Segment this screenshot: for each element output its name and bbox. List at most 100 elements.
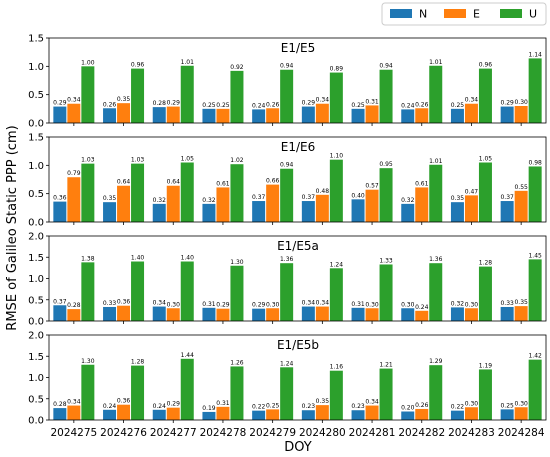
bar-value-label: 0.28 [153, 100, 167, 107]
bar-n [53, 305, 67, 321]
bar-e [166, 185, 180, 222]
bar-value-label: 0.30 [514, 400, 528, 407]
bar-e [464, 195, 478, 222]
bar-u [528, 166, 542, 222]
bar-value-label: 0.29 [500, 100, 514, 107]
x-tick-label: 2024276 [100, 427, 147, 439]
bar-value-label: 1.40 [131, 255, 145, 262]
bar-u [81, 364, 95, 420]
bar-e [415, 408, 429, 420]
bar-u [230, 366, 244, 420]
bar-u [180, 261, 194, 321]
bar-value-label: 0.29 [167, 401, 181, 408]
bar-value-label: 0.25 [216, 102, 230, 109]
x-tick-label: 2024284 [498, 427, 545, 439]
bar-value-label: 0.29 [302, 100, 316, 107]
bar-u [379, 69, 393, 123]
x-axis-label: DOY [284, 440, 312, 455]
bar-value-label: 0.61 [415, 180, 429, 187]
bar-u [329, 268, 343, 321]
bar-value-label: 1.03 [81, 157, 95, 164]
bar-value-label: 1.01 [429, 158, 443, 165]
bar-value-label: 0.25 [266, 402, 280, 409]
bar-e [415, 310, 429, 321]
bar-value-label: 1.36 [429, 256, 443, 263]
bar-value-label: 0.28 [67, 302, 81, 309]
bar-value-label: 0.40 [351, 192, 365, 199]
bar-e [266, 108, 280, 123]
bar-value-label: 0.32 [153, 197, 167, 204]
bar-value-label: 0.23 [351, 403, 365, 410]
bar-n [450, 410, 464, 420]
bar-value-label: 0.24 [153, 403, 167, 410]
bar-value-label: 1.24 [280, 360, 294, 367]
bar-e [266, 184, 280, 222]
bar-u [180, 358, 194, 420]
y-tick-label: 1.0 [28, 373, 44, 384]
bar-n [351, 410, 365, 420]
y-tick-label: 0.0 [28, 416, 44, 427]
bar-value-label: 0.96 [479, 62, 493, 69]
bar-value-label: 0.37 [252, 194, 266, 201]
bar-n [103, 108, 117, 123]
bar-value-label: 0.30 [266, 301, 280, 308]
bar-e [266, 308, 280, 321]
bar-value-label: 0.64 [117, 179, 131, 186]
bar-n [103, 306, 117, 321]
bar-value-label: 1.42 [528, 353, 542, 360]
panel-3: 0.00.51.01.52.00.37 0.33 0.34 0.31 0.29 0.34 0… [28, 232, 547, 328]
bar-n [103, 202, 117, 222]
bar-value-label: 1.01 [429, 59, 443, 66]
bar-value-label: 0.32 [451, 300, 465, 307]
bar-value-label: 0.26 [103, 101, 117, 108]
bar-value-label: 0.24 [401, 102, 415, 109]
bar-e [315, 194, 329, 222]
bar-u [180, 65, 194, 123]
bar-u [329, 72, 343, 123]
bar-u [280, 263, 294, 321]
bar-n [351, 108, 365, 123]
panel-frame [48, 235, 547, 322]
bar-n [301, 410, 315, 420]
bar-u [478, 68, 492, 123]
bar-value-label: 0.20 [401, 405, 415, 412]
bar-value-label: 1.02 [230, 157, 244, 164]
bar-value-label: 1.29 [429, 358, 443, 365]
y-tick-label: 0.5 [28, 90, 44, 101]
bar-value-label: 0.79 [67, 170, 81, 177]
bar-n [152, 203, 166, 222]
bar-value-label: 0.36 [117, 398, 131, 405]
bar-value-label: 1.30 [81, 358, 95, 365]
bar-value-label: 0.34 [153, 300, 167, 307]
legend-label: E [473, 8, 480, 21]
bar-e [117, 404, 131, 420]
bar-value-label: 0.35 [103, 195, 117, 202]
bar-value-label: 1.30 [230, 259, 244, 266]
bar-e [216, 187, 230, 222]
legend-item-e: E [444, 8, 480, 21]
bar-value-label: 0.28 [53, 401, 67, 408]
bar-n [53, 201, 67, 222]
legend-item-n: N [390, 8, 427, 21]
bar-value-label: 1.00 [81, 59, 95, 66]
bar-value-label: 1.05 [181, 156, 195, 163]
bar-n [53, 106, 67, 123]
legend-label: U [529, 8, 537, 21]
bar-value-label: 0.94 [379, 63, 393, 70]
y-tick-label: 0.5 [28, 189, 44, 200]
bar-n [202, 203, 216, 222]
bar-value-label: 0.34 [316, 97, 330, 104]
panel-title: E1/E6 [281, 140, 315, 154]
bar-value-label: 0.37 [53, 298, 67, 305]
bar-u [379, 368, 393, 420]
bar-u [230, 265, 244, 321]
bar-e [315, 306, 329, 321]
bar-u [131, 365, 145, 420]
bar-n [401, 203, 415, 222]
bar-value-label: 0.55 [514, 184, 528, 191]
bar-value-label: 0.34 [302, 300, 316, 307]
bar-e [117, 103, 131, 123]
bar-value-label: 1.01 [181, 59, 195, 66]
y-tick-label: 1.0 [28, 62, 44, 73]
bar-u [478, 266, 492, 321]
